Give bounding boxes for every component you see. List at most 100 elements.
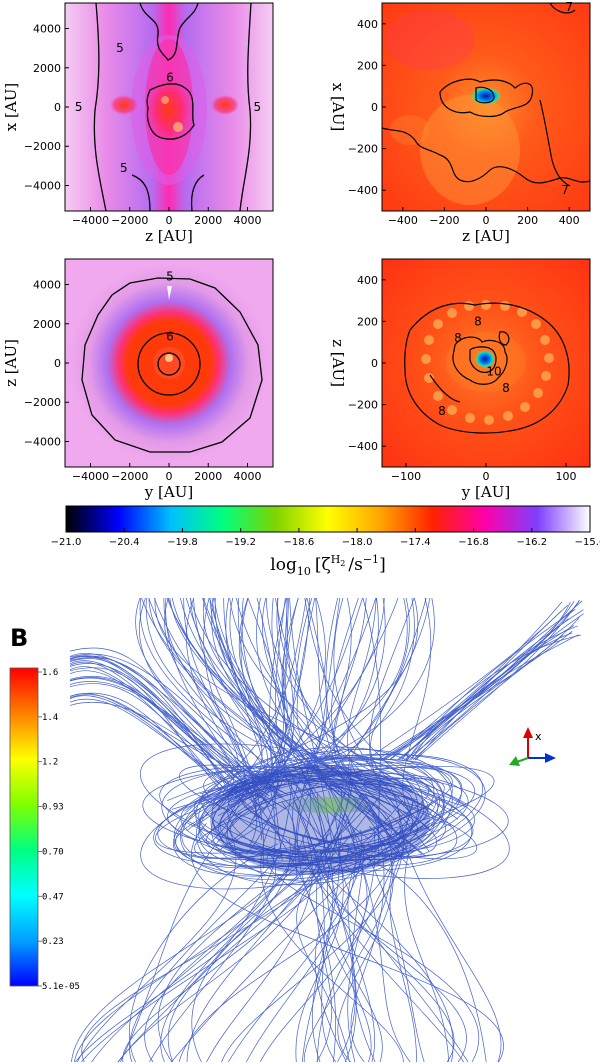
contour-label: 6: [166, 330, 174, 344]
streamline: [319, 849, 376, 1063]
x-tick-label: −2000: [111, 214, 148, 227]
streamline: [69, 694, 265, 810]
panel-bottom-left: 56 −4000 −2000 0 2000 4000 −4000−20000200040…: [2, 258, 274, 501]
streamline: [69, 655, 239, 800]
colorbar-tick-label: −20.4: [109, 537, 140, 548]
colorbar-b-tick-label: 0.47: [42, 892, 64, 902]
streamline: [69, 670, 235, 802]
colorbar-tick-label: −19.2: [225, 537, 256, 548]
y-tick-label: −4000: [24, 179, 61, 192]
streamline: [203, 597, 281, 841]
streamline: [311, 790, 340, 1063]
streamline: [352, 828, 425, 1063]
y-axis-label: x [AU]: [2, 83, 20, 131]
streamline: [69, 661, 277, 810]
streamline: [229, 597, 427, 845]
streamline: [186, 597, 258, 845]
streamline: [214, 597, 286, 819]
y-axis-ticks: −4000 −2000 0 2000 4000: [24, 279, 69, 448]
y-tick-label: 4000: [33, 279, 61, 292]
streamline: [81, 800, 403, 1063]
x-tick-label: 2000: [194, 470, 222, 483]
colorbar-b-ticks: 5.1e-05 0.23 0.47 0.70 0.93 1.2 1.4 1.6: [38, 668, 80, 992]
x-axis-ticks: −100 0 100: [391, 463, 577, 483]
streamline: [69, 667, 233, 803]
streamline: [184, 597, 307, 812]
streamline: [341, 848, 487, 1063]
streamline: [370, 597, 414, 794]
colorbar-tick-label: −16.8: [458, 537, 489, 548]
streamline: [245, 794, 356, 1063]
y-axis-ticks: −400 −200 0 200 400: [348, 18, 386, 197]
contour-label: 5: [120, 161, 128, 175]
streamline: [69, 692, 278, 782]
x-tick-label: −100: [391, 470, 421, 483]
x-tick-label: 200: [517, 214, 538, 227]
colorbar-gradient-bar: [65, 505, 591, 533]
panel-b: B 5.1e-05 0.23 0.47 0.70 0.93 1.2 1.4 1.6 x: [9, 597, 584, 1063]
streamline: [117, 765, 352, 1063]
streamline: [139, 597, 356, 841]
contour-labels: 77: [561, 0, 573, 197]
streamline: [344, 823, 391, 1063]
contour-label: 10: [486, 364, 501, 378]
streamline: [69, 656, 244, 784]
streamline-loop: [193, 779, 446, 858]
streamline-loop: [139, 743, 510, 879]
streamline: [397, 625, 578, 761]
streamline: [120, 817, 241, 1063]
streamline: [297, 792, 372, 1063]
streamline: [145, 597, 428, 810]
streamline: [296, 597, 341, 754]
y-tick-label: −2000: [24, 396, 61, 409]
streamline-loop: [196, 749, 453, 886]
contour-labels: 56: [166, 270, 174, 344]
streamline: [227, 829, 363, 1063]
streamline: [129, 850, 284, 1063]
colorbar-ticks: −21.0 −20.4 −19.8 −19.2 −18.6 −18.0 −17.4 −16.8…: [51, 528, 600, 548]
streamline: [122, 786, 343, 1063]
x-tick-label: 100: [556, 470, 577, 483]
colorbar-b-bar: [9, 667, 39, 987]
axis-y-arrowhead: [509, 756, 520, 766]
colorbar-b-tick-label: 0.23: [42, 937, 64, 947]
y-axis-label: x [AU]: [329, 83, 347, 131]
y-tick-label: −400: [348, 184, 378, 197]
streamline: [171, 819, 410, 1063]
streamline: [318, 767, 411, 1063]
panel-b-letter: B: [10, 624, 28, 652]
streamline: [91, 767, 312, 1063]
colorbar: −21.0 −20.4 −19.8 −19.2 −18.6 −18.0 −17.4 −16.8…: [51, 505, 600, 578]
streamline: [215, 597, 337, 767]
x-axis-label: z [AU]: [462, 227, 510, 245]
streamline: [71, 774, 348, 1063]
x-tick-label: 0: [483, 470, 490, 483]
panel-top-left: 55 556 −4000 −2000 0 2000 4000 −4000−20000200…: [2, 2, 274, 245]
x-tick-label: −2000: [111, 470, 148, 483]
streamline: [186, 779, 354, 1063]
y-tick-label: 200: [357, 59, 378, 72]
contour-label: 5: [166, 270, 174, 284]
y-tick-label: −4000: [24, 435, 61, 448]
y-tick-label: 2000: [33, 318, 61, 331]
streamline: [153, 597, 245, 843]
x-axis-ticks: −4000 −2000 0 2000 4000: [72, 463, 261, 483]
x-tick-label: 0: [483, 214, 490, 227]
streamline: [302, 597, 341, 790]
contour-labels: 5 5 5 5 6: [75, 41, 261, 175]
streamline-loop: [238, 780, 403, 848]
y-tick-label: −200: [348, 399, 378, 412]
x-tick-label: 0: [166, 214, 173, 227]
axis-x-label: x: [535, 730, 542, 743]
streamline: [333, 597, 431, 832]
streamline-loop: [199, 764, 440, 862]
streamline: [69, 701, 263, 782]
streamline-loop: [167, 778, 476, 858]
streamline: [69, 692, 231, 786]
x-tick-label: 4000: [233, 214, 261, 227]
y-tick-label: 200: [357, 315, 378, 328]
streamline: [141, 597, 423, 855]
streamline: [69, 653, 283, 797]
streamline-loop: [194, 777, 445, 859]
streamline-loop: [175, 762, 463, 869]
